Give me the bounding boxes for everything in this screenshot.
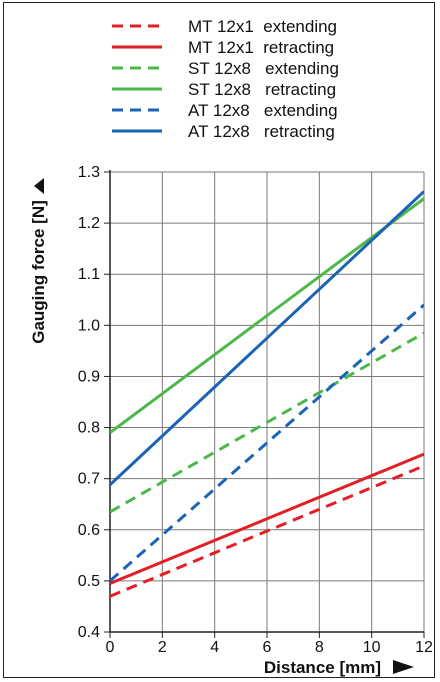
x-tick-label: 2	[158, 639, 167, 656]
legend-label: ST 12x8 extending	[188, 59, 339, 78]
y-tick-label: 1.0	[78, 317, 100, 334]
x-tick-label: 12	[415, 639, 433, 656]
axes	[104, 170, 425, 638]
legend-label: ST 12x8 retracting	[188, 80, 336, 99]
x-tick-label: 6	[263, 639, 272, 656]
y-tick-label: 0.6	[78, 522, 100, 539]
series-line-4	[110, 197, 424, 434]
tick-labels: 0 2 4 6 8 10 12 0.4 0.5 0.6 0.7 0.8 0.9 1.0 1.1 1.2 1.3	[78, 164, 433, 656]
grid	[110, 171, 425, 632]
x-tick-label: 4	[210, 639, 219, 656]
legend-label: MT 12x1 retracting	[188, 38, 334, 57]
series-line-6	[110, 190, 424, 486]
legend-label: AT 12x8 extending	[188, 101, 338, 120]
chart-frame	[3, 2, 435, 678]
legend: MT 12x1 extending MT 12x1 retracting ST 12…	[112, 17, 339, 141]
series-line-5	[110, 303, 424, 583]
y-tick-label: 1.2	[78, 215, 100, 232]
y-axis-arrow-icon	[34, 178, 44, 194]
x-tick-label: 8	[315, 639, 324, 656]
series-lines	[110, 190, 424, 598]
y-tick-label: 1.3	[78, 164, 100, 181]
x-tick-label: 0	[106, 639, 115, 656]
legend-label: AT 12x8 retracting	[188, 122, 335, 141]
y-tick-label: 1.1	[78, 266, 100, 283]
y-axis-label: Gauging force [N]	[29, 200, 48, 344]
legend-label: MT 12x1 extending	[188, 17, 337, 36]
y-tick-label: 0.4	[78, 624, 100, 641]
y-tick-label: 0.8	[78, 420, 100, 437]
x-tick-label: 10	[363, 639, 381, 656]
y-tick-label: 0.9	[78, 368, 100, 385]
y-tick-label: 0.5	[78, 573, 100, 590]
x-axis-label: Distance [mm]	[264, 658, 381, 677]
series-line-1	[110, 464, 424, 598]
series-line-2	[110, 452, 424, 585]
series-line-3	[110, 331, 424, 514]
y-tick-label: 0.7	[78, 471, 100, 488]
x-axis-arrow-icon	[393, 660, 414, 674]
